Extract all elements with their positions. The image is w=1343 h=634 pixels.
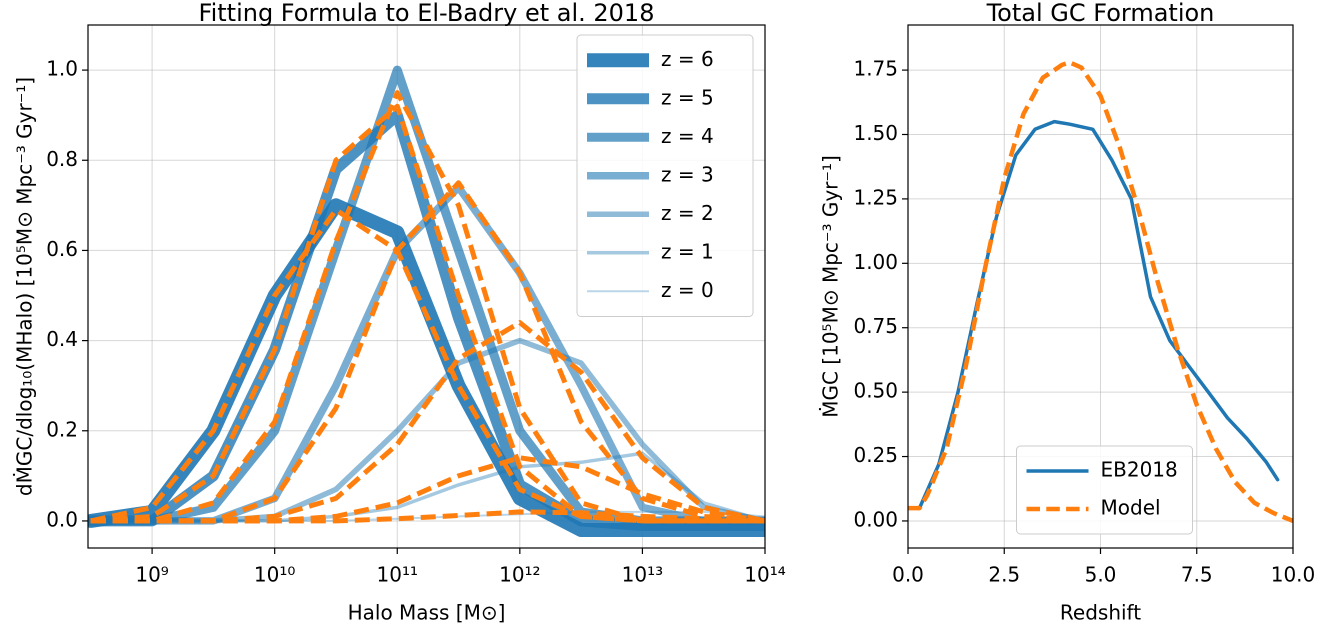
y-axis-label: ṀGC [10⁵M⊙ Mpc⁻³ Gyr⁻¹]	[819, 155, 843, 418]
model-line	[908, 60, 1293, 523]
x-tick-label: 10¹²	[499, 563, 540, 587]
legend-label: z = 3	[661, 162, 714, 186]
chart-title: Total GC Formation	[986, 0, 1215, 27]
legend-label: z = 2	[661, 201, 714, 225]
legend-label: EB2018	[1101, 458, 1178, 482]
legend-label: z = 4	[661, 124, 714, 148]
y-tick-label: 0.25	[853, 443, 898, 467]
y-tick-label: 1.75	[853, 57, 898, 81]
legend-label: z = 1	[661, 239, 714, 263]
legend: EB2018 Model	[1016, 445, 1193, 535]
legend-label: z = 6	[661, 47, 714, 71]
legend-label: z = 5	[661, 85, 714, 109]
y-tick-label: 0.00	[853, 507, 898, 531]
legend-label: Model	[1101, 496, 1161, 520]
x-tick-label: 5.0	[1085, 563, 1117, 587]
x-tick-label: 7.5	[1181, 563, 1213, 587]
x-tick-label: 10⁹	[135, 563, 168, 587]
y-tick-label: 1.0	[46, 57, 78, 81]
model-line	[90, 509, 765, 524]
x-axis-label: Halo Mass [M⊙]	[348, 601, 506, 625]
x-axis-label: Redshift	[1060, 601, 1141, 625]
x-tick-label: 2.5	[988, 563, 1020, 587]
chart-title: Fitting Formula to El-Badry et al. 2018	[199, 0, 655, 27]
x-tick-label: 0.0	[892, 563, 924, 587]
model-line	[90, 90, 765, 524]
legend: z = 6 z = 5 z = 4 z = 3 z = 2 z = 1 z = 0	[576, 34, 754, 317]
y-tick-label: 0.75	[853, 314, 898, 338]
y-tick-label: 1.50	[853, 121, 898, 145]
legend-box	[576, 34, 754, 317]
axes: 0.0 2.5 5.0 7.5 10.0 0.00 0.25 0.50 0.75 1.00 1.25…	[853, 25, 1315, 587]
legend-box	[1016, 445, 1193, 535]
axes-frame	[907, 24, 1294, 549]
x-tick-label: 10¹⁴	[744, 563, 785, 587]
x-tick-label: 10¹⁰	[254, 563, 295, 587]
y-tick-label: 0.0	[46, 507, 78, 531]
x-tick-label: 10¹¹	[377, 563, 418, 587]
y-tick-label: 1.00	[853, 250, 898, 274]
y-axis-label: dṀGC/dlog₁₀(MHalo) [10⁵M⊙ Mpc⁻³ Gyr⁻¹]	[13, 77, 37, 496]
axes-frame	[87, 24, 766, 549]
x-tick-label: 10.0	[1271, 563, 1316, 587]
y-tick-label: 0.2	[46, 417, 78, 441]
model-line	[90, 207, 765, 524]
plot-area	[88, 65, 765, 537]
x-tick-label: 10¹³	[622, 563, 663, 587]
legend-label: z = 0	[661, 278, 714, 302]
y-tick-label: 0.50	[853, 379, 898, 403]
y-tick-label: 0.6	[46, 237, 78, 261]
y-tick-label: 0.4	[46, 327, 78, 351]
y-tick-label: 1.25	[853, 185, 898, 209]
y-tick-label: 0.8	[46, 147, 78, 171]
plot-area	[908, 60, 1293, 523]
